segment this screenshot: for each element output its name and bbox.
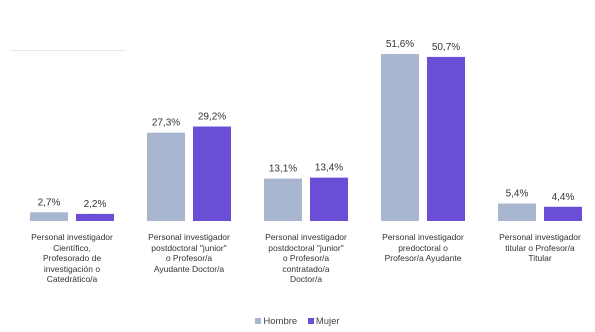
legend-label-hombre: Hombre — [263, 316, 298, 327]
value-label-mujer-titular: 4,4% — [552, 192, 575, 203]
value-label-hombre-contratado-doctor: 13,1% — [269, 164, 297, 175]
bar-hombre-ayudante-doctor — [147, 132, 185, 221]
bar-mujer-titular — [544, 206, 582, 221]
value-labels-layer: 2,7% 2,2% 27,3% 29,2% 13,1% 13,4% 51,6% 50,7% 5,… — [38, 39, 575, 210]
bar-hombre-titular — [498, 203, 536, 221]
value-label-mujer-catedratico: 2,2% — [84, 199, 107, 210]
legend-item-hombre: Hombre — [255, 316, 297, 327]
bars-layer — [30, 54, 582, 222]
bar-mujer-contratado-doctor — [310, 177, 348, 221]
category-label-titular: Personal investigador titular o Profesor… — [499, 232, 581, 263]
bar-mujer-catedratico — [76, 213, 114, 221]
value-label-mujer-ayudante-doctor: 29,2% — [198, 111, 226, 122]
value-label-hombre-ayudante-doctor: 27,3% — [152, 118, 180, 129]
value-label-hombre-titular: 5,4% — [506, 189, 529, 200]
value-label-hombre-ayudante: 51,6% — [386, 39, 414, 50]
decorative-line — [10, 50, 126, 51]
legend-label-mujer: Mujer — [315, 316, 340, 327]
legend-swatch-hombre — [255, 318, 262, 325]
bar-hombre-contratado-doctor — [264, 178, 302, 221]
bar-hombre-ayudante — [381, 54, 419, 222]
category-label-ayudante-doctor: Personal investigador postdoctoral "juni… — [148, 232, 230, 274]
legend-item-mujer: Mujer — [307, 316, 340, 327]
bar-mujer-ayudante-doctor — [193, 126, 231, 221]
bar-hombre-catedratico — [30, 212, 68, 221]
value-label-hombre-catedratico: 2,7% — [38, 197, 61, 208]
value-label-mujer-contratado-doctor: 13,4% — [315, 163, 343, 174]
legend: Hombre Mujer — [0, 316, 595, 327]
category-label-contratado-doctor: Personal investigador postdoctoral "juni… — [265, 232, 347, 284]
value-label-mujer-ayudante: 50,7% — [432, 42, 460, 53]
legend-swatch-mujer — [307, 318, 314, 325]
bar-mujer-ayudante — [427, 56, 465, 221]
category-label-catedratico: Personal investigador Científico, Profes… — [31, 232, 113, 284]
category-label-ayudante: Personal investigador predoctoral o Prof… — [382, 232, 464, 263]
